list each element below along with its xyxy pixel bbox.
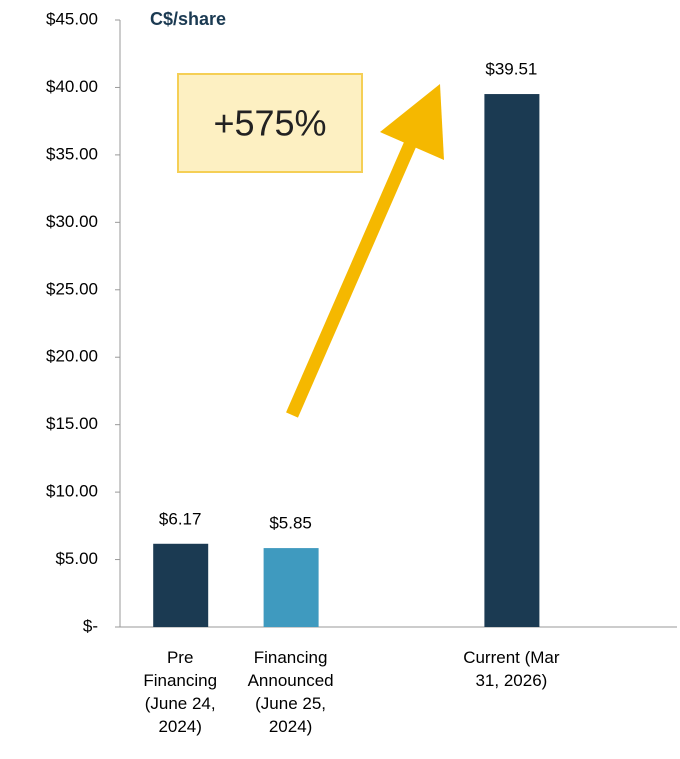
y-tick-label: $20.00 <box>46 347 98 366</box>
x-tick-label: Current (Mar 31, 2026) <box>463 648 560 690</box>
bar <box>263 548 319 627</box>
x-tick-label: Pre Financing (June 24, 2024) <box>143 648 218 736</box>
y-tick-label: $- <box>83 616 98 635</box>
annotation-box <box>177 73 363 173</box>
bar <box>484 94 540 627</box>
arrow-shaft <box>286 137 418 418</box>
bar <box>153 543 209 627</box>
value-label: $5.85 <box>269 514 312 533</box>
value-label: $6.17 <box>159 509 202 528</box>
annotation: +575% <box>213 103 326 144</box>
y-tick-label: $25.00 <box>46 279 98 298</box>
y-tick-label: $10.00 <box>46 482 98 501</box>
y-tick-label: $35.00 <box>46 144 98 163</box>
x-tick-label: Financing Announced (June 25, 2024) <box>247 648 334 736</box>
arrow-head <box>380 84 444 160</box>
y-tick-label: $30.00 <box>46 212 98 231</box>
y-tick-label: $45.00 <box>46 9 98 28</box>
value-label: $39.51 <box>485 60 537 79</box>
unit-label: C$/share <box>150 9 226 29</box>
y-tick-label: $5.00 <box>55 549 98 568</box>
y-tick-label: $40.00 <box>46 77 98 96</box>
y-tick-label: $15.00 <box>46 414 98 433</box>
